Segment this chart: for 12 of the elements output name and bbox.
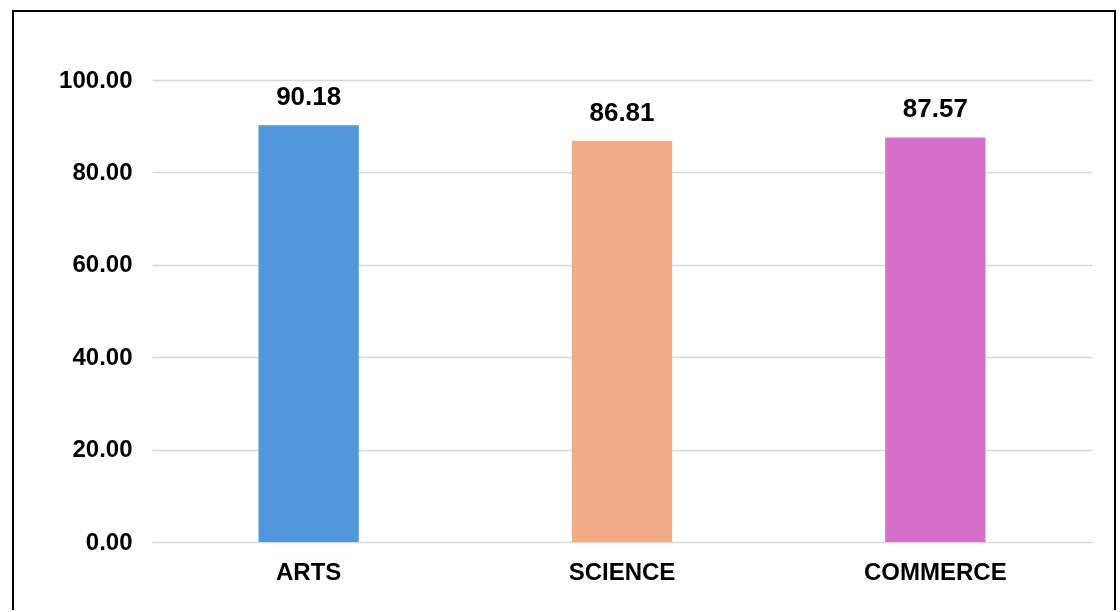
x-tick-label: ARTS	[275, 557, 342, 585]
y-tick-label: 60.00	[72, 250, 133, 278]
y-tick-label: 40.00	[72, 342, 133, 370]
x-tick-label: SCIENCE	[568, 557, 676, 585]
data-label: 86.81	[589, 96, 655, 127]
data-label: 90.18	[276, 81, 342, 112]
y-tick-label: 80.00	[72, 157, 133, 185]
y-tick-label: 0.00	[85, 527, 133, 555]
data-label: 87.57	[902, 93, 968, 124]
y-tick-label: 100.00	[59, 65, 133, 93]
x-tick-label: COMMERCE	[864, 557, 1007, 585]
y-tick-label: 20.00	[72, 435, 133, 463]
